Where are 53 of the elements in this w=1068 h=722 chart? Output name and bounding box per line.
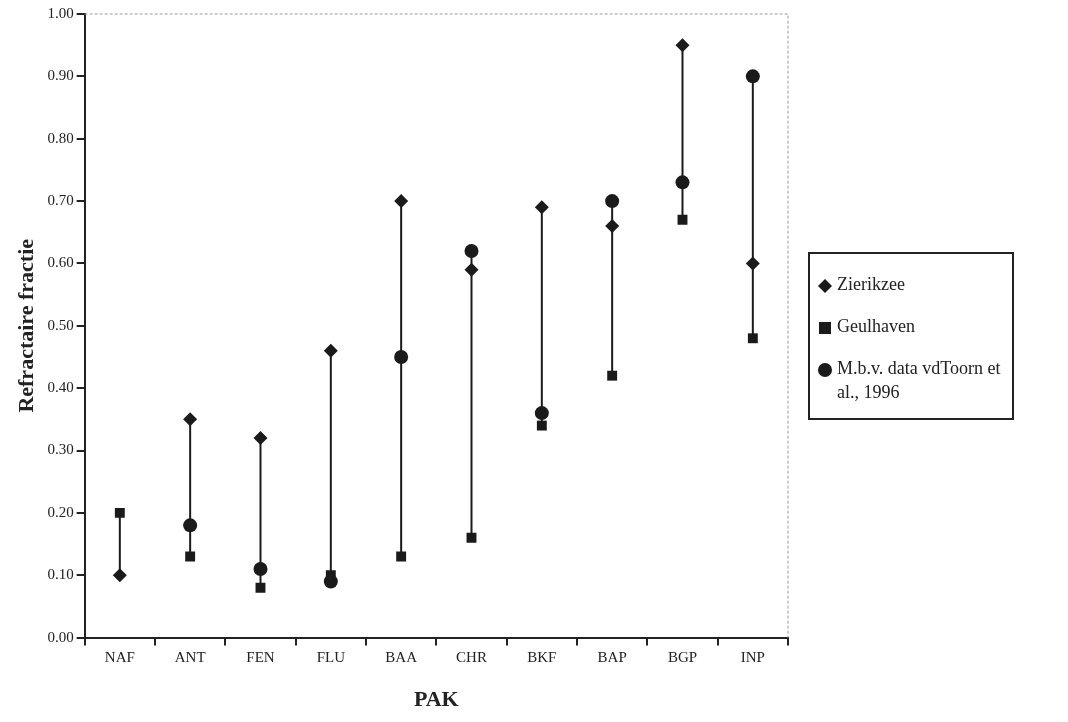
point	[466, 532, 477, 543]
legend-label: Zierikzee	[837, 273, 905, 296]
x-axis-title: PAK	[413, 686, 459, 712]
point	[607, 370, 618, 381]
point	[394, 349, 409, 364]
point	[253, 562, 268, 576]
point	[534, 200, 549, 215]
point	[464, 262, 479, 277]
point	[112, 568, 127, 583]
x-tick-label: BAP	[597, 648, 627, 665]
point	[114, 507, 125, 518]
y-tick-label: 1.00	[47, 4, 74, 21]
point	[536, 420, 547, 431]
point	[675, 175, 690, 190]
legend-label: Geulhaven	[837, 315, 915, 338]
legend-label: M.b.v. data vdToorn et al., 1996	[837, 357, 1002, 404]
point	[745, 69, 760, 84]
y-tick-label: 0.70	[47, 192, 74, 209]
point	[605, 194, 620, 209]
point	[534, 406, 549, 421]
point	[323, 343, 338, 358]
point	[253, 431, 268, 446]
point	[605, 219, 620, 234]
point	[677, 214, 688, 225]
x-tick-label: NAF	[104, 648, 135, 665]
point	[394, 194, 409, 209]
y-tick-label: 0.20	[47, 503, 74, 520]
x-tick-label: BKF	[527, 648, 557, 665]
y-tick-label: 0.30	[47, 441, 74, 458]
x-tick-label: BGP	[667, 648, 698, 665]
point	[255, 582, 266, 593]
x-tick-label: CHR	[456, 648, 487, 665]
y-tick-label: 0.50	[47, 316, 74, 333]
point	[183, 412, 198, 427]
point	[745, 256, 760, 271]
x-tick-label: ANT	[174, 648, 206, 665]
y-tick-label: 0.60	[47, 254, 74, 271]
x-tick-label: FLU	[316, 648, 346, 665]
y-tick-label: 0.40	[47, 379, 74, 396]
point	[183, 518, 198, 533]
x-tick-label: FEN	[246, 648, 275, 665]
x-tick-label: INP	[740, 648, 765, 665]
x-tick-label: BAA	[385, 648, 418, 665]
point	[675, 38, 690, 53]
y-tick-label: 0.90	[47, 67, 74, 84]
point	[464, 243, 479, 258]
point	[185, 551, 196, 562]
y-tick-label: 0.00	[47, 628, 74, 645]
y-axis-title: Refractaire fractie	[12, 238, 38, 413]
y-tick-label: 0.10	[47, 566, 74, 583]
point	[747, 333, 758, 344]
y-tick-label: 0.80	[47, 129, 74, 146]
point	[396, 551, 407, 562]
